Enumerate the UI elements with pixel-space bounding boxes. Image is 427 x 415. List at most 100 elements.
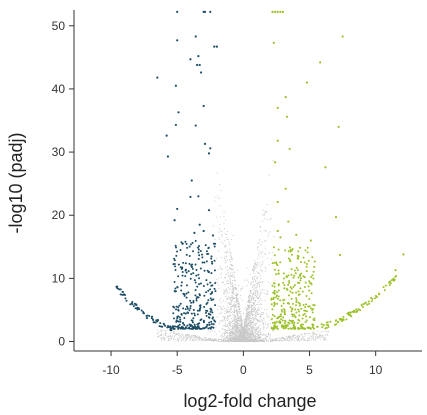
not-significant-point xyxy=(234,294,237,296)
not-significant-point xyxy=(168,339,170,341)
not-significant-point xyxy=(308,337,310,339)
upregulated-point xyxy=(305,319,308,322)
not-significant-point xyxy=(199,339,201,341)
upregulated-point xyxy=(293,327,296,330)
not-significant-point xyxy=(184,333,186,335)
not-significant-point xyxy=(256,282,258,284)
not-significant-point xyxy=(232,280,234,282)
upregulated-point xyxy=(272,296,275,299)
downregulated-point xyxy=(184,240,187,243)
not-significant-point xyxy=(250,306,252,308)
not-significant-point xyxy=(324,338,326,340)
downregulated-point xyxy=(191,319,194,322)
not-significant-point xyxy=(222,337,224,339)
not-significant-point xyxy=(264,339,266,341)
downregulated-point xyxy=(175,254,178,257)
not-significant-point xyxy=(294,337,296,339)
not-significant-point xyxy=(255,329,258,331)
downregulated-point xyxy=(174,84,177,87)
downregulated-point xyxy=(205,291,208,294)
not-significant-point xyxy=(224,324,226,326)
not-significant-point xyxy=(247,301,249,303)
not-significant-point xyxy=(184,338,186,340)
not-significant-point xyxy=(217,338,219,340)
not-significant-point xyxy=(230,331,232,333)
upregulated-point xyxy=(278,320,281,323)
not-significant-point xyxy=(253,279,255,281)
not-significant-point xyxy=(222,325,224,327)
not-significant-point xyxy=(262,323,265,325)
not-significant-point xyxy=(182,335,184,337)
upregulated-point xyxy=(334,216,338,219)
not-significant-point xyxy=(227,319,229,321)
not-significant-point xyxy=(158,331,160,333)
not-significant-point xyxy=(248,325,250,327)
downregulated-point xyxy=(213,245,216,248)
x-tick-label: -10 xyxy=(102,363,120,377)
not-significant-point xyxy=(246,326,249,328)
downregulated-point xyxy=(211,234,215,237)
not-significant-point xyxy=(259,320,261,322)
downregulated-point xyxy=(165,134,168,137)
not-significant-point xyxy=(289,335,291,337)
upregulated-point xyxy=(298,293,301,296)
not-significant-point xyxy=(238,326,240,328)
not-significant-point xyxy=(324,336,326,338)
not-significant-point xyxy=(230,299,232,301)
not-significant-point xyxy=(256,313,258,315)
not-significant-point xyxy=(257,336,259,338)
not-significant-point xyxy=(188,336,190,338)
upregulated-point xyxy=(279,261,282,264)
not-significant-point xyxy=(180,336,182,338)
not-significant-point xyxy=(211,338,213,340)
not-significant-point xyxy=(230,238,232,240)
not-significant-point xyxy=(256,265,258,267)
downregulated-point xyxy=(189,195,192,199)
downregulated-point xyxy=(200,327,203,330)
not-significant-point xyxy=(252,285,254,287)
not-significant-point xyxy=(231,300,233,302)
not-significant-point xyxy=(248,336,250,338)
not-significant-point xyxy=(223,333,226,335)
not-significant-point xyxy=(193,339,195,341)
upregulated-point xyxy=(283,277,286,280)
not-significant-point xyxy=(241,299,243,301)
not-significant-point xyxy=(266,327,268,329)
not-significant-point xyxy=(313,332,315,334)
not-significant-point xyxy=(251,339,253,341)
downregulated-point xyxy=(185,242,188,245)
not-significant-point xyxy=(187,335,189,337)
not-significant-point xyxy=(256,262,258,264)
not-significant-point xyxy=(229,340,231,342)
not-significant-point xyxy=(297,339,299,341)
not-significant-point xyxy=(175,340,177,342)
not-significant-point xyxy=(159,337,161,339)
downregulated-point xyxy=(192,317,195,320)
upregulated-point xyxy=(271,262,274,265)
not-significant-point xyxy=(289,340,291,342)
not-significant-point xyxy=(160,334,162,336)
not-significant-point xyxy=(272,160,274,162)
upregulated-point xyxy=(295,233,298,236)
not-significant-point xyxy=(173,331,175,333)
upregulated-point xyxy=(303,261,306,264)
not-significant-point xyxy=(243,279,246,281)
downregulated-point xyxy=(205,279,208,282)
upregulated-point xyxy=(316,325,319,328)
not-significant-point xyxy=(229,258,231,260)
not-significant-point xyxy=(207,339,209,341)
upregulated-point xyxy=(402,253,405,256)
not-significant-point xyxy=(266,211,268,213)
not-significant-point xyxy=(224,246,226,248)
not-significant-point xyxy=(250,323,252,326)
not-significant-point xyxy=(245,315,247,317)
not-significant-point xyxy=(230,332,232,334)
not-significant-point xyxy=(230,275,232,277)
not-significant-point xyxy=(214,331,216,333)
downregulated-point xyxy=(181,242,184,245)
upregulated-point xyxy=(296,321,299,324)
not-significant-point xyxy=(226,293,228,295)
not-significant-point xyxy=(253,291,255,293)
upregulated-point xyxy=(275,294,278,297)
